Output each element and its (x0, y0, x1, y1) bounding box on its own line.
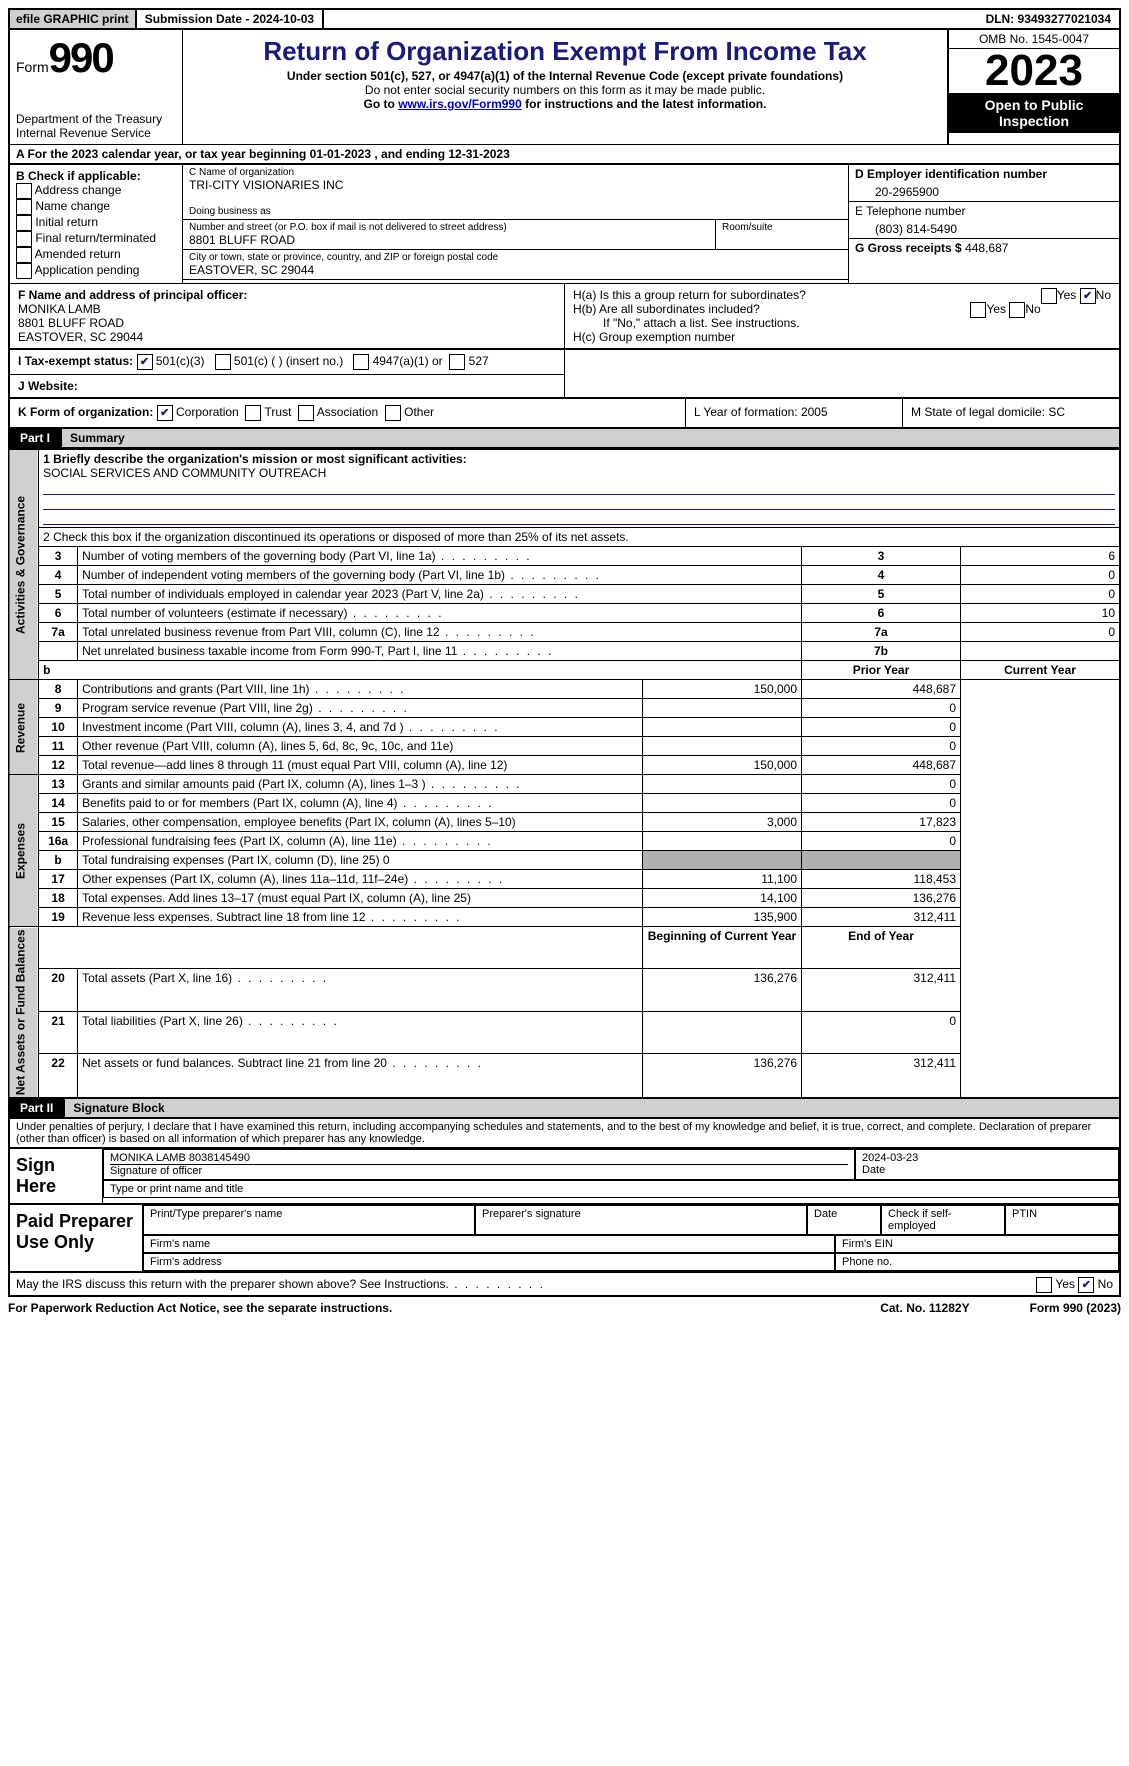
chk-name-change[interactable] (16, 199, 32, 215)
gross-receipts: 448,687 (965, 241, 1008, 255)
box-c: C Name of organization TRI-CITY VISIONAR… (183, 165, 848, 283)
irs: Internal Revenue Service (16, 126, 176, 140)
box-b: B Check if applicable: Address change Na… (10, 165, 183, 283)
year-formation: L Year of formation: 2005 (686, 399, 903, 427)
header-boxes: B Check if applicable: Address change Na… (8, 165, 1121, 284)
chk-trust[interactable] (245, 405, 261, 421)
goto-line: Go to www.irs.gov/Form990 for instructio… (191, 97, 939, 111)
chk-ha-no[interactable]: ✔ (1080, 288, 1096, 304)
dln: DLN: 93493277021034 (978, 10, 1119, 28)
submission-date: Submission Date - 2024-10-03 (137, 10, 324, 28)
form-number: 990 (49, 34, 113, 81)
row-k-l-m: K Form of organization: ✔ Corporation Tr… (8, 399, 1121, 429)
row-f-h: F Name and address of principal officer:… (8, 284, 1121, 350)
open-inspection: Open to Public Inspection (949, 93, 1119, 133)
form-header: Form990 Department of the Treasury Inter… (8, 30, 1121, 144)
city-state-zip: EASTOVER, SC 29044 (189, 263, 842, 277)
mission: SOCIAL SERVICES AND COMMUNITY OUTREACH (43, 466, 1115, 480)
chk-501c3[interactable]: ✔ (137, 354, 153, 370)
org-name: TRI-CITY VISIONARIES INC (189, 178, 842, 192)
chk-527[interactable] (449, 354, 465, 370)
chk-amended[interactable] (16, 247, 32, 263)
chk-app-pending[interactable] (16, 263, 32, 279)
ssn-note: Do not enter social security numbers on … (191, 83, 939, 97)
street: 8801 BLUFF ROAD (189, 233, 709, 247)
chk-501c[interactable] (215, 354, 231, 370)
dept-treasury: Department of the Treasury (16, 112, 176, 126)
perjury-statement: Under penalties of perjury, I declare th… (8, 1119, 1121, 1149)
chk-other[interactable] (385, 405, 401, 421)
sign-here-block: Sign Here MONIKA LAMB 8038145490Signatur… (8, 1149, 1121, 1205)
efile-graphic[interactable]: efile GRAPHIC print (10, 10, 137, 28)
topbar: efile GRAPHIC print Submission Date - 20… (8, 8, 1121, 30)
paid-preparer-block: Paid Preparer Use Only Print/Type prepar… (8, 1205, 1121, 1273)
part2-header: Part II Signature Block (8, 1099, 1121, 1119)
chk-address-change[interactable] (16, 183, 32, 199)
chk-assoc[interactable] (298, 405, 314, 421)
irs-url-link[interactable]: www.irs.gov/Form990 (398, 97, 522, 111)
chk-hb-no[interactable] (1009, 302, 1025, 318)
chk-final-return[interactable] (16, 231, 32, 247)
row-i-j: I Tax-exempt status: ✔ 501(c)(3) 501(c) … (8, 350, 1121, 399)
officer-name: MONIKA LAMB (18, 302, 556, 316)
summary-table: Activities & Governance 1 Briefly descri… (8, 449, 1121, 1099)
tax-year: 2023 (949, 49, 1119, 93)
box-d-e-g: D Employer identification number 20-2965… (848, 165, 1119, 283)
state-domicile: M State of legal domicile: SC (903, 399, 1119, 427)
row-a-tax-year: A For the 2023 calendar year, or tax yea… (8, 144, 1121, 165)
form-prefix: Form (16, 59, 49, 75)
phone: (803) 814-5490 (855, 218, 1113, 236)
chk-discuss-yes[interactable] (1036, 1277, 1052, 1293)
ein: 20-2965900 (855, 181, 1113, 199)
chk-discuss-no[interactable]: ✔ (1078, 1277, 1094, 1293)
chk-initial-return[interactable] (16, 215, 32, 231)
chk-hb-yes[interactable] (970, 302, 986, 318)
discuss-row: May the IRS discuss this return with the… (8, 1273, 1121, 1297)
chk-4947[interactable] (353, 354, 369, 370)
part1-header: Part I Summary (8, 429, 1121, 449)
footer: For Paperwork Reduction Act Notice, see … (8, 1297, 1121, 1315)
subtitle: Under section 501(c), 527, or 4947(a)(1)… (191, 69, 939, 83)
chk-ha-yes[interactable] (1041, 288, 1057, 304)
form-title: Return of Organization Exempt From Incom… (191, 36, 939, 67)
chk-corp[interactable]: ✔ (157, 405, 173, 421)
